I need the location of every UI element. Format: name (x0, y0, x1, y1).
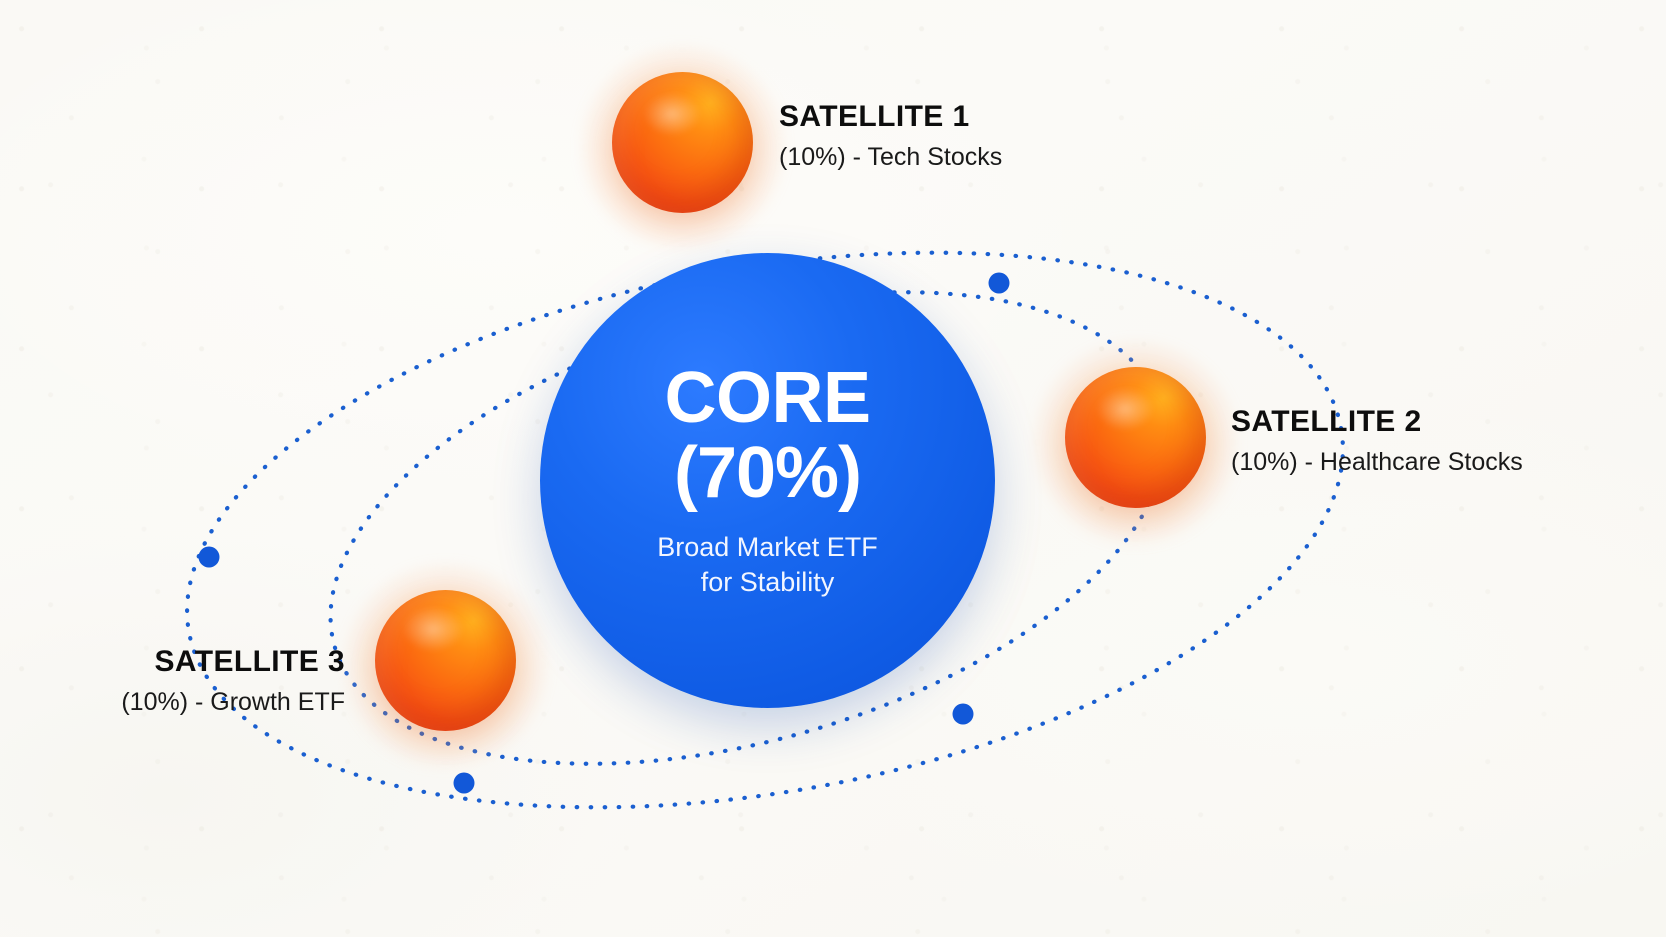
core-node[interactable]: CORE (70%) Broad Market ETF for Stabilit… (540, 253, 995, 708)
satellite-2-sphere (1065, 367, 1206, 508)
core-subtitle-line-1: Broad Market ETF (657, 532, 878, 563)
core-title: CORE (664, 357, 871, 438)
core-subtitle-line-2: for Stability (700, 566, 835, 597)
satellite-2-subtitle: (10%) - Healthcare Stocks (1231, 447, 1523, 476)
core-subtitle: Broad Market ETF for Stability (657, 530, 878, 599)
satellite-1-sphere (612, 72, 753, 213)
orbit-marker-bottom-right (952, 703, 974, 725)
orbit-marker-top-right (988, 272, 1010, 294)
satellite-3-title: SATELLITE 3 (154, 645, 345, 678)
satellite-3-label: SATELLITE 3 (10%) - Growth ETF (0, 645, 345, 717)
satellite-3-subtitle: (10%) - Growth ETF (121, 687, 345, 716)
satellite-2-highlight (1096, 387, 1154, 431)
satellite-1-label: SATELLITE 1 (10%) - Tech Stocks (779, 100, 1002, 172)
core-percent: (70%) (673, 432, 862, 513)
satellite-2-label: SATELLITE 2 (10%) - Healthcare Stocks (1231, 405, 1523, 477)
satellite-3-node[interactable] (344, 564, 547, 767)
orbit-marker-bottom-left (453, 772, 475, 794)
satellite-1-highlight (643, 92, 701, 136)
satellite-1-node[interactable] (581, 46, 784, 249)
orbit-outer (184, 250, 1346, 810)
satellite-3-sphere (375, 590, 516, 731)
satellite-3-highlight (402, 606, 464, 652)
satellite-2-node[interactable] (1034, 341, 1237, 544)
satellite-1-title: SATELLITE 1 (779, 100, 970, 133)
satellite-2-title: SATELLITE 2 (1231, 405, 1422, 438)
orbit-marker-left (198, 546, 220, 568)
satellite-1-subtitle: (10%) - Tech Stocks (779, 142, 1003, 171)
